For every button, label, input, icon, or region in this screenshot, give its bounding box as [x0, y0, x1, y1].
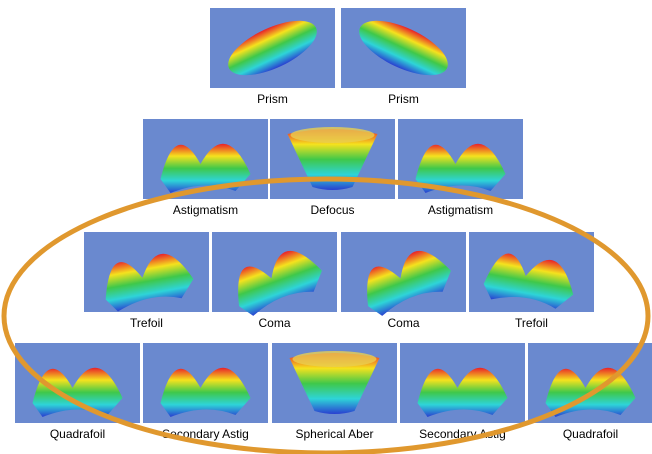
panel-label: Spherical Aber — [295, 427, 373, 441]
surface — [105, 253, 194, 312]
panel-label: Trefoil — [130, 316, 163, 330]
panel-label: Astigmatism — [428, 203, 493, 217]
rim — [290, 127, 375, 143]
surface — [32, 367, 123, 417]
surface — [238, 251, 322, 316]
surface — [287, 129, 378, 190]
surface — [359, 20, 448, 76]
panel-label: Quadrafoil — [50, 427, 105, 441]
surface — [417, 367, 508, 417]
panel-label: Coma — [387, 316, 419, 330]
panel-label: Coma — [258, 316, 290, 330]
rim — [292, 351, 377, 367]
highlight-ellipse — [1, 176, 651, 454]
panel-label: Prism — [257, 92, 288, 106]
panel-label: Quadrafoil — [563, 427, 618, 441]
surface — [289, 353, 380, 414]
panel-label: Defocus — [310, 203, 354, 217]
panel-label: Prism — [388, 92, 419, 106]
surface — [483, 253, 574, 309]
surface — [228, 20, 317, 76]
panels: Prism Prism Astigmatism Defocus Astigmatism T… — [15, 8, 652, 441]
surface — [415, 143, 506, 193]
surface — [160, 367, 251, 417]
surface — [367, 251, 451, 316]
panel-label: Astigmatism — [173, 203, 238, 217]
panel-label: Trefoil — [515, 316, 548, 330]
surface — [160, 143, 251, 193]
